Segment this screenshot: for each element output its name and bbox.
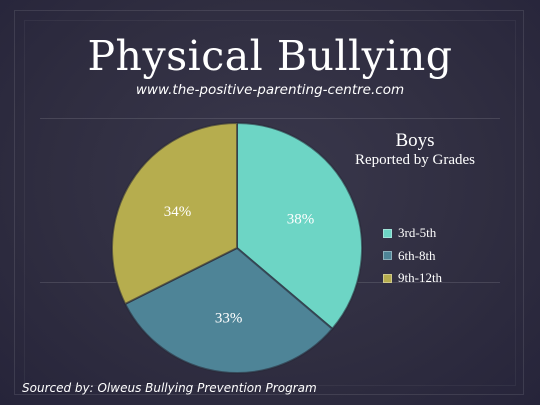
top-divider (40, 118, 500, 119)
legend-swatch (383, 228, 392, 238)
legend-label: 6th-8th (398, 247, 436, 263)
pie-slice-9th-12th (111, 121, 238, 306)
decorative-frame (14, 10, 524, 395)
legend-label: 9th-12th (398, 270, 443, 286)
pie-label-6th-8th: 33% (215, 310, 243, 326)
pie-slice-6th-8th (123, 246, 334, 374)
legend-swatch (383, 273, 392, 283)
chart-legend: 3rd-5th 6th-8th 9th-12th (383, 222, 442, 290)
source-credit: Sourced by: Olweus Bullying Prevention P… (22, 381, 317, 395)
chart-title: Boys (395, 130, 435, 151)
legend-label: 3rd-5th (398, 225, 437, 241)
legend-swatch (383, 251, 392, 261)
pie-label-9th-12th: 34% (164, 204, 192, 220)
legend-item-3rd-5th: 3rd-5th (383, 222, 442, 245)
slide-subtitle-url: www.the-positive-parenting-centre.com (135, 82, 405, 98)
slide-title: Physical Bullying (87, 32, 453, 80)
chart-subtitle: Reported by Grades (355, 152, 475, 168)
legend-item-9th-12th: 9th-12th (383, 267, 442, 290)
decorative-inner-frame (24, 20, 516, 386)
pie-label-3rd-5th: 38% (287, 212, 315, 228)
pie-slice-3rd-5th (236, 121, 363, 331)
legend-item-6th-8th: 6th-8th (383, 245, 442, 268)
